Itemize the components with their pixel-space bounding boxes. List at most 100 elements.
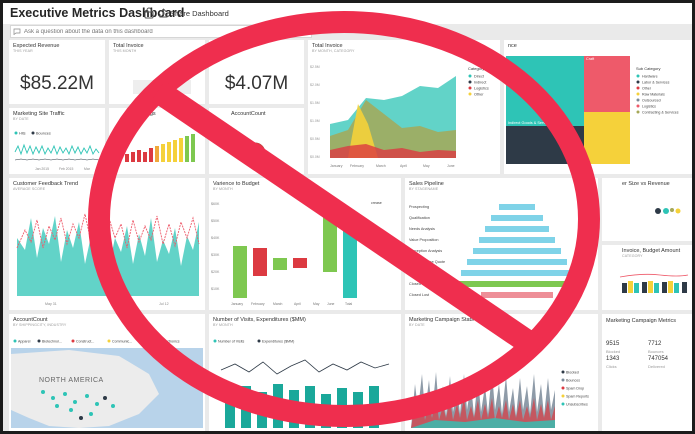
funnel-bar xyxy=(467,259,567,265)
map-point[interactable] xyxy=(183,362,187,366)
legend-item[interactable]: Unsubscribes xyxy=(566,403,588,407)
share-dashboard-button[interactable]: Share Dashboard xyxy=(170,9,229,18)
tile-account-count-donut[interactable]: AccountCount xyxy=(209,108,304,174)
bar xyxy=(173,140,177,162)
tile-account-savings[interactable]: Account Savings THIS MONTH $4.07M xyxy=(209,40,304,104)
bar xyxy=(634,283,639,293)
traffic-chart: Hits Bounces Jan 2015 Feb 2015 Mar xyxy=(14,131,100,171)
invoice-budget-chart xyxy=(619,273,689,293)
map-point[interactable] xyxy=(41,390,45,394)
legend-item[interactable]: Raw Materials xyxy=(642,93,665,97)
map-point[interactable] xyxy=(73,400,77,404)
legend-item[interactable]: Spam Drop xyxy=(566,387,584,391)
map-point[interactable] xyxy=(55,404,59,408)
tile-title: Marketing Campaign Metrics xyxy=(606,318,676,324)
kpi-value-partial xyxy=(161,80,191,94)
waterfall-bar xyxy=(273,258,287,270)
legend-item[interactable]: Logistics xyxy=(474,87,489,91)
x-tick: March xyxy=(376,164,386,168)
bar xyxy=(257,392,267,428)
tile-campaign-stats[interactable]: Marketing Campaign Stats BY DATE Blocked… xyxy=(405,314,598,431)
legend-item[interactable]: Other xyxy=(474,93,484,97)
x-tick: Total xyxy=(345,302,352,306)
map-point[interactable] xyxy=(89,412,93,416)
qna-input[interactable] xyxy=(24,26,304,37)
x-tick: June xyxy=(447,164,455,168)
stage-label: Needs Analysis xyxy=(409,227,435,231)
legend-item[interactable]: Expenditures ($MM) xyxy=(262,340,294,344)
x-tick: Jan 2015 xyxy=(35,167,49,171)
dashboard-frame: Executive Metrics Dashboard Share Dashbo… xyxy=(3,3,692,431)
series-hits xyxy=(14,143,100,156)
map-point[interactable] xyxy=(189,368,193,372)
tile-account-count-map[interactable]: AccountCount BY SHIPPINGCITY, INDUSTRY A… xyxy=(9,314,205,431)
legend-item[interactable]: Apparel xyxy=(18,340,31,344)
tile-invoice-budget[interactable]: Invoice, Budget Amount CATEGORY xyxy=(602,245,692,310)
legend-dot xyxy=(636,110,640,114)
y-tick: $1.5M xyxy=(310,101,320,105)
map-point[interactable] xyxy=(69,408,73,412)
legend-item[interactable]: Spam Reports xyxy=(566,395,589,399)
legend-item[interactable]: Communic... xyxy=(112,340,132,344)
map-point[interactable] xyxy=(63,392,67,396)
metric-label: Delivered xyxy=(648,364,665,369)
legend-item[interactable]: Bounces xyxy=(566,379,580,383)
legend-item[interactable]: Other xyxy=(642,87,652,91)
scatter-point xyxy=(663,208,669,214)
tile-spend-treemap[interactable]: nce Indirect Goods & Services Craft Sub … xyxy=(504,40,692,174)
legend-dot xyxy=(561,394,565,398)
map-point[interactable] xyxy=(85,394,89,398)
tile-sales-pipeline[interactable]: Sales Pipeline BY STAGENAME Prospecting … xyxy=(405,178,598,310)
legend-item[interactable]: Hardware xyxy=(642,75,658,79)
tile-marketing-traffic[interactable]: Marketing Site Traffic BY DATE Hits Boun… xyxy=(9,108,105,174)
series-bounces xyxy=(14,158,100,161)
tile-visits-expenditures[interactable]: Number of Visits, Expenditures ($MM) BY … xyxy=(209,314,401,431)
waterfall-bar xyxy=(343,220,357,298)
map-point[interactable] xyxy=(95,402,99,406)
legend-item[interactable]: Hits xyxy=(19,132,26,136)
map-point[interactable] xyxy=(111,404,115,408)
legend-item[interactable]: Outsourced xyxy=(642,99,661,103)
legend-item[interactable]: Number of Visits xyxy=(218,340,244,344)
legend-item[interactable]: Direct xyxy=(474,75,485,79)
y-tick: $0.0M xyxy=(310,155,320,159)
tile-expected-revenue[interactable]: Expected Revenue THIS YEAR $85.22M xyxy=(9,40,105,104)
stage-label: Qualification xyxy=(409,216,430,220)
legend-partial: crease xyxy=(371,201,382,205)
share-icon[interactable] xyxy=(159,8,168,18)
tile-campaign-metrics[interactable]: Marketing Campaign Metrics 9515 Blocked … xyxy=(602,314,692,431)
tile-customer-feedback[interactable]: Customer Feedback Trend AVERAGE SCORE Ma… xyxy=(9,178,205,310)
map-point[interactable] xyxy=(79,416,83,420)
tile-title: Customer Feedback Trend xyxy=(13,181,79,187)
tile-total-invoice-kpi[interactable]: Total Invoice THIS MONTH xyxy=(109,40,205,104)
x-tick: April xyxy=(294,302,301,306)
tile-total-invoice-area[interactable]: Total Invoice BY MONTH, CATEGORY $2.5M $… xyxy=(308,40,500,174)
tile-ratings[interactable]: Ratings xyxy=(109,108,205,174)
bar xyxy=(369,386,379,428)
bar xyxy=(137,150,141,162)
map-point[interactable] xyxy=(51,396,55,400)
tile-variance-budget[interactable]: Varience to Budget BY MONTH $60K $50K $4… xyxy=(209,178,401,310)
legend-item[interactable]: Contracting & Services xyxy=(642,111,679,115)
tile-subtitle: THIS MONTH xyxy=(213,49,237,53)
waterfall-bar xyxy=(323,214,337,272)
legend-item[interactable]: Indirect xyxy=(474,81,487,85)
x-tick: Mar xyxy=(84,167,91,171)
tile-size-revenue[interactable]: er Size vs Revenue xyxy=(602,178,692,241)
legend-item[interactable]: Construct... xyxy=(76,340,94,344)
qna-search-icon xyxy=(13,28,21,35)
stage-label: Closed Lost xyxy=(409,293,430,297)
legend-item[interactable]: Electronics xyxy=(162,340,180,344)
legend-item[interactable]: Logistics xyxy=(642,105,656,109)
treemap-chart: Indirect Goods & Services Craft Sub Cate… xyxy=(506,56,679,164)
y-tick: $20K xyxy=(211,270,220,274)
legend-item[interactable]: Bounces xyxy=(36,132,51,136)
expenditures-line xyxy=(220,359,390,375)
bar xyxy=(161,144,165,162)
legend-dot xyxy=(636,80,640,84)
legend-item[interactable]: Blocked xyxy=(566,371,579,375)
legend-item[interactable]: Labor & Services xyxy=(642,81,670,85)
bar xyxy=(648,281,653,293)
legend-item[interactable]: Biotechnol... xyxy=(42,340,62,344)
map-point[interactable] xyxy=(103,396,107,400)
